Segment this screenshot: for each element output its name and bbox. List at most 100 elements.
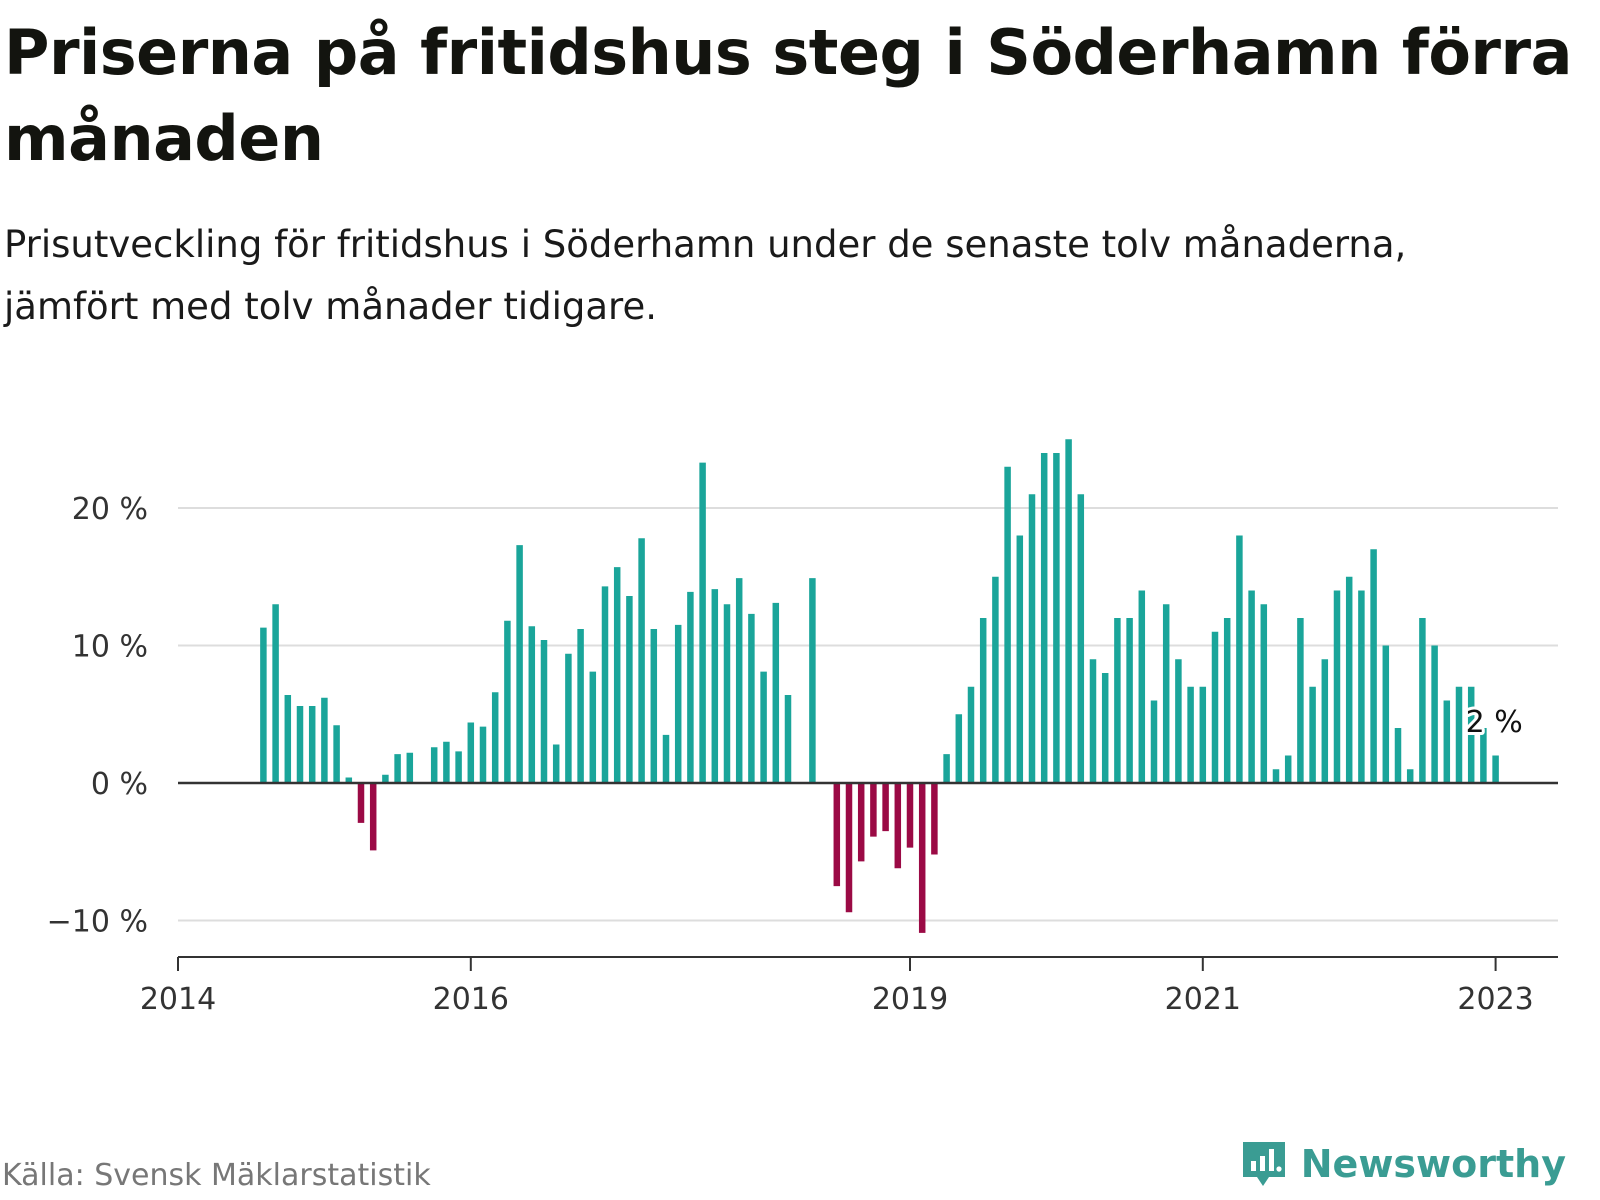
source-note: Källa: Svensk Mäklarstatistik xyxy=(2,1158,431,1193)
bar xyxy=(1406,769,1414,783)
bar xyxy=(955,714,963,783)
annotation: 2 % xyxy=(1463,702,1526,743)
bar xyxy=(1443,700,1451,783)
bar xyxy=(455,751,462,783)
bar xyxy=(1138,590,1146,783)
bar xyxy=(1467,686,1475,783)
bar xyxy=(1419,618,1426,783)
bar xyxy=(1236,535,1243,783)
bar xyxy=(394,754,401,784)
bar xyxy=(528,626,536,783)
bar xyxy=(857,783,865,862)
bar xyxy=(1333,590,1341,783)
bar xyxy=(1199,686,1207,783)
x-tick-label: 2021 xyxy=(1165,982,1241,1017)
x-tick-label: 2019 xyxy=(872,982,948,1017)
y-tick-label: 0 % xyxy=(91,767,148,802)
bar xyxy=(699,462,706,784)
bar xyxy=(491,692,499,783)
bar xyxy=(345,777,353,783)
bar xyxy=(918,783,926,933)
bar xyxy=(321,697,328,783)
bar xyxy=(809,578,816,784)
bar-chart: −10 % 0 % 10 % 20 % 2014 2016 2019 2021 2023 2 … xyxy=(47,439,1558,1017)
bar xyxy=(1223,618,1231,783)
bar xyxy=(406,752,414,783)
bar xyxy=(1126,618,1133,783)
bar xyxy=(1187,686,1194,783)
bar xyxy=(601,586,609,784)
axes xyxy=(177,781,1558,971)
bar xyxy=(540,640,548,783)
bar xyxy=(467,722,475,783)
bar xyxy=(1114,618,1121,783)
bar xyxy=(1272,769,1280,783)
bar xyxy=(1162,604,1170,783)
bar xyxy=(1321,659,1329,783)
bar xyxy=(1431,645,1438,783)
bar xyxy=(1297,618,1304,783)
bar xyxy=(735,578,743,784)
bars xyxy=(260,439,1499,933)
bar xyxy=(1455,686,1463,783)
bar xyxy=(1065,439,1072,783)
brand-name: Newsworthy xyxy=(1300,1142,1566,1186)
bar xyxy=(784,695,792,783)
bar xyxy=(357,783,365,823)
bar xyxy=(296,706,304,783)
bar xyxy=(967,686,975,783)
bar xyxy=(443,741,450,783)
bar xyxy=(369,783,377,851)
bar xyxy=(845,783,853,913)
bar xyxy=(1284,755,1292,783)
x-tick-label: 2016 xyxy=(433,982,509,1017)
last-value-label: 2 % xyxy=(1466,705,1523,740)
bar xyxy=(943,754,950,784)
bar xyxy=(577,629,584,783)
bar xyxy=(1004,466,1011,783)
bar xyxy=(1053,453,1060,783)
bar xyxy=(552,744,560,783)
bar xyxy=(674,624,682,784)
bar xyxy=(1077,494,1085,783)
bar xyxy=(1248,590,1255,783)
bar xyxy=(687,591,694,784)
gridlines xyxy=(178,507,1558,922)
bar xyxy=(1382,645,1390,783)
x-tick-label: 2023 xyxy=(1457,982,1533,1017)
bar xyxy=(626,596,633,783)
bar xyxy=(260,627,267,784)
bar xyxy=(1492,755,1499,783)
bar xyxy=(504,620,511,783)
bar xyxy=(870,783,877,837)
brand-logo[interactable]: Newsworthy xyxy=(1239,1140,1566,1188)
bar xyxy=(479,726,487,783)
bar xyxy=(382,774,389,783)
bar xyxy=(1150,700,1158,783)
bar xyxy=(1028,494,1036,783)
chart-title: Priserna på fritidshus steg i Söderhamn … xyxy=(4,16,1572,175)
bar xyxy=(1089,659,1097,783)
bar xyxy=(516,545,523,784)
bar xyxy=(430,747,438,783)
bar xyxy=(650,629,658,783)
newsworthy-logo-icon xyxy=(1242,1142,1285,1186)
bar xyxy=(272,604,279,783)
bar xyxy=(333,725,340,783)
bar xyxy=(284,695,292,783)
bar xyxy=(1345,576,1353,783)
bar xyxy=(760,671,767,784)
bar xyxy=(723,604,731,783)
bar xyxy=(638,538,645,783)
bar xyxy=(1016,535,1024,783)
bar xyxy=(1175,659,1182,783)
y-axis-labels: −10 % 0 % 10 % 20 % xyxy=(47,492,148,940)
bar xyxy=(308,706,316,783)
bar xyxy=(565,653,572,783)
bar xyxy=(906,783,914,848)
bar xyxy=(711,589,719,784)
bar xyxy=(748,613,755,784)
bar xyxy=(1370,549,1377,783)
bar xyxy=(1480,728,1487,783)
y-tick-label: 20 % xyxy=(72,492,148,527)
